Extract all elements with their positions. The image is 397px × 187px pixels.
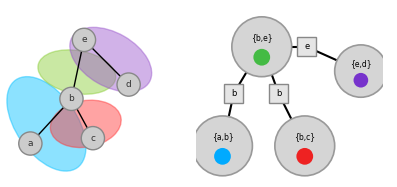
Ellipse shape (50, 100, 121, 148)
Circle shape (335, 45, 387, 97)
Circle shape (214, 148, 231, 165)
Text: {b,c}: {b,c} (294, 132, 315, 141)
Text: {b,e}: {b,e} (251, 33, 273, 42)
Circle shape (275, 116, 335, 176)
Circle shape (354, 73, 368, 88)
Text: b: b (276, 89, 281, 98)
Text: {a,b}: {a,b} (212, 132, 233, 141)
Text: {e,d}: {e,d} (350, 59, 372, 68)
Circle shape (81, 127, 104, 150)
FancyBboxPatch shape (224, 84, 243, 103)
Text: c: c (91, 134, 95, 143)
Circle shape (232, 17, 292, 77)
Ellipse shape (38, 50, 116, 94)
Text: b: b (231, 89, 236, 98)
Circle shape (72, 28, 96, 51)
FancyBboxPatch shape (269, 84, 288, 103)
Circle shape (253, 49, 270, 66)
Text: a: a (28, 139, 33, 148)
Circle shape (60, 87, 83, 111)
Ellipse shape (70, 27, 152, 92)
Circle shape (117, 73, 140, 96)
Text: e: e (304, 42, 309, 51)
Ellipse shape (7, 77, 86, 171)
Text: e: e (81, 35, 87, 44)
Circle shape (297, 148, 313, 165)
Text: d: d (126, 80, 131, 89)
Text: b: b (69, 94, 74, 103)
FancyBboxPatch shape (297, 37, 316, 56)
Circle shape (193, 116, 252, 176)
Circle shape (19, 132, 42, 155)
